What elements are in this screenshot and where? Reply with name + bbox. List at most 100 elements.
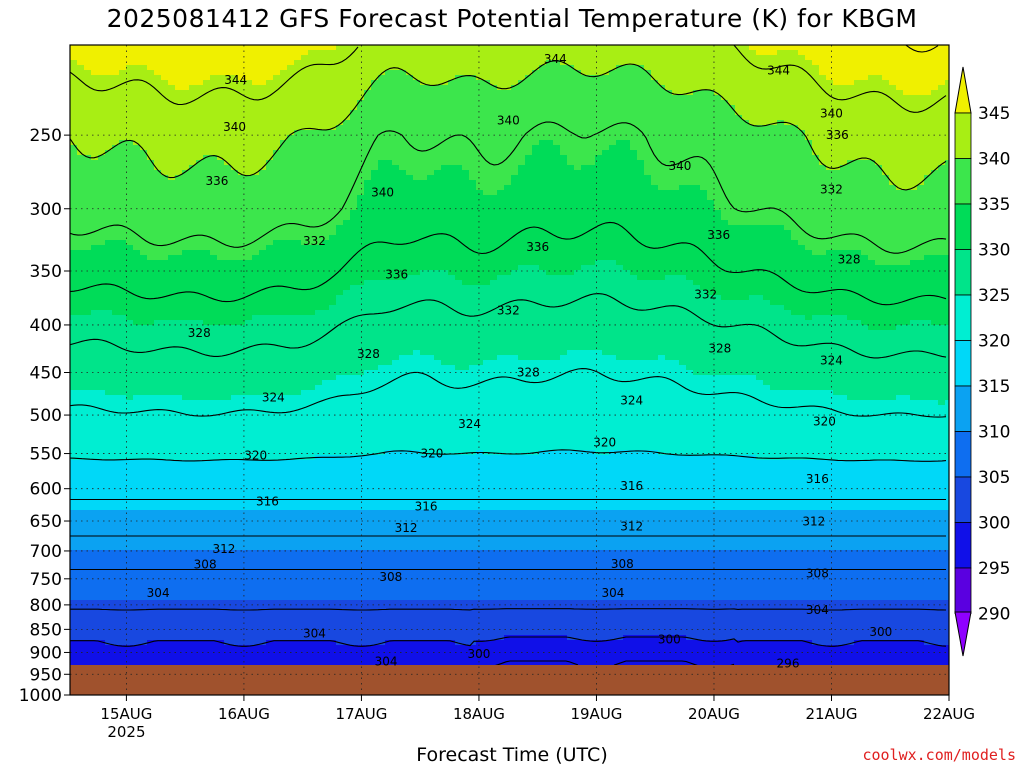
contour-label: 340 xyxy=(371,185,394,199)
contour-label: 332 xyxy=(694,288,717,302)
y-tick-label: 400 xyxy=(30,316,62,336)
colorbar-swatch xyxy=(954,249,972,296)
x-tick-sublabel: 2025 xyxy=(107,723,145,741)
contour-label: 328 xyxy=(838,252,861,266)
colorbar-tick-label: 325 xyxy=(978,286,1010,306)
y-tick-label: 300 xyxy=(30,200,62,220)
colorbar-swatch xyxy=(954,476,972,523)
contour-label: 336 xyxy=(385,267,408,281)
contour-label: 344 xyxy=(544,52,567,66)
contour-label: 328 xyxy=(517,366,540,380)
colorbar-swatch xyxy=(954,158,972,205)
contour-label: 320 xyxy=(420,447,443,461)
contour-label: 308 xyxy=(611,557,634,571)
y-tick-label: 250 xyxy=(30,126,62,146)
colorbar-tick-label: 335 xyxy=(978,195,1010,215)
contour-label: 336 xyxy=(826,128,849,142)
ground-layer xyxy=(70,665,949,695)
contour-label: 312 xyxy=(620,520,643,534)
contour-label: 308 xyxy=(379,570,402,584)
y-axis: 250 300 350 400 450 500 550 600 650 700 750 800 850 9… xyxy=(19,126,70,706)
colorbar: 345 340 335 330 325 320 315 310 305 300 295 290 xyxy=(954,66,1010,657)
contour-label: 316 xyxy=(415,499,438,513)
colorbar-tick-label: 305 xyxy=(978,468,1010,488)
credit-link[interactable]: coolwx.com/models xyxy=(862,746,1016,764)
x-axis-label: Forecast Time (UTC) xyxy=(416,744,608,766)
theta-contours xyxy=(70,45,947,667)
contour-label: 304 xyxy=(601,586,624,600)
colorbar-swatch xyxy=(954,340,972,387)
x-tick-label: 16AUG xyxy=(218,705,270,723)
colorbar-tick-label: 300 xyxy=(978,514,1010,534)
contour-labels: 344 344 344 340 340 340 340 340 336 336 336 336 336 3… xyxy=(147,52,893,671)
y-tick-label: 1000 xyxy=(19,686,62,706)
contour-label: 332 xyxy=(303,234,326,248)
contour-label: 328 xyxy=(188,326,211,340)
contour-label: 344 xyxy=(767,63,790,77)
y-tick-label: 600 xyxy=(30,480,62,500)
y-tick-label: 750 xyxy=(30,570,62,590)
y-tick-label: 850 xyxy=(30,620,62,640)
colorbar-tick-label: 320 xyxy=(978,332,1010,352)
contour-label: 340 xyxy=(820,107,843,121)
contour-label: 304 xyxy=(806,603,829,617)
y-tick-label: 550 xyxy=(30,445,62,465)
contour-label: 304 xyxy=(303,627,326,641)
colorbar-tick-label: 290 xyxy=(978,605,1010,625)
contour-label: 328 xyxy=(708,341,731,355)
contour-label: 320 xyxy=(593,435,616,449)
colorbar-swatch xyxy=(954,522,972,569)
colorbar-swatch xyxy=(954,203,972,250)
colorbar-swatch xyxy=(954,112,972,159)
x-tick-label: 21AUG xyxy=(806,705,858,723)
colorbar-tick-label: 295 xyxy=(978,559,1010,579)
x-tick-label: 17AUG xyxy=(335,705,387,723)
colorbar-tick-label: 340 xyxy=(978,150,1010,170)
contour-label: 336 xyxy=(526,240,549,254)
plot-frame xyxy=(69,44,950,696)
contour-label: 300 xyxy=(467,647,490,661)
contour-324 xyxy=(70,368,947,418)
contour-label: 296 xyxy=(777,657,800,671)
contour-label: 304 xyxy=(147,586,170,600)
contour-label: 324 xyxy=(262,391,285,405)
colorbar-tick-label: 345 xyxy=(978,104,1010,124)
y-tick-label: 900 xyxy=(30,643,62,663)
contour-344 xyxy=(70,45,947,113)
contour-label: 312 xyxy=(395,521,418,535)
y-tick-label: 800 xyxy=(30,596,62,616)
contour-label: 324 xyxy=(820,354,843,368)
colorbar-swatch xyxy=(954,294,972,341)
contour-label: 320 xyxy=(244,449,267,463)
contour-label: 324 xyxy=(458,417,481,431)
contour-label: 308 xyxy=(194,558,217,572)
colorbar-swatch xyxy=(954,567,972,614)
colorbar-swatch xyxy=(954,385,972,432)
colorbar-tick-label: 315 xyxy=(978,377,1010,397)
grid xyxy=(70,45,949,695)
colorbar-tick-label: 330 xyxy=(978,241,1010,261)
contour-label: 300 xyxy=(869,625,892,639)
contour-label: 340 xyxy=(223,120,246,134)
contour-328 xyxy=(70,293,947,359)
contour-label: 316 xyxy=(256,494,279,508)
y-tick-label: 450 xyxy=(30,364,62,384)
y-tick-label: 650 xyxy=(30,512,62,532)
contour-label: 328 xyxy=(357,347,380,361)
colorbar-tick-label: 310 xyxy=(978,423,1010,443)
contour-label: 336 xyxy=(707,228,730,242)
y-tick-label: 500 xyxy=(30,406,62,426)
contour-label: 304 xyxy=(375,654,398,668)
contour-336 xyxy=(70,121,947,254)
y-tick-label: 700 xyxy=(30,542,62,562)
contour-300 xyxy=(70,636,947,647)
contour-348 xyxy=(905,45,939,53)
y-tick-label: 350 xyxy=(30,262,62,282)
x-tick-label: 20AUG xyxy=(688,705,740,723)
contour-label: 340 xyxy=(497,113,520,127)
contour-label: 344 xyxy=(224,73,247,87)
contour-label: 300 xyxy=(658,633,681,647)
contour-label: 332 xyxy=(497,304,520,318)
